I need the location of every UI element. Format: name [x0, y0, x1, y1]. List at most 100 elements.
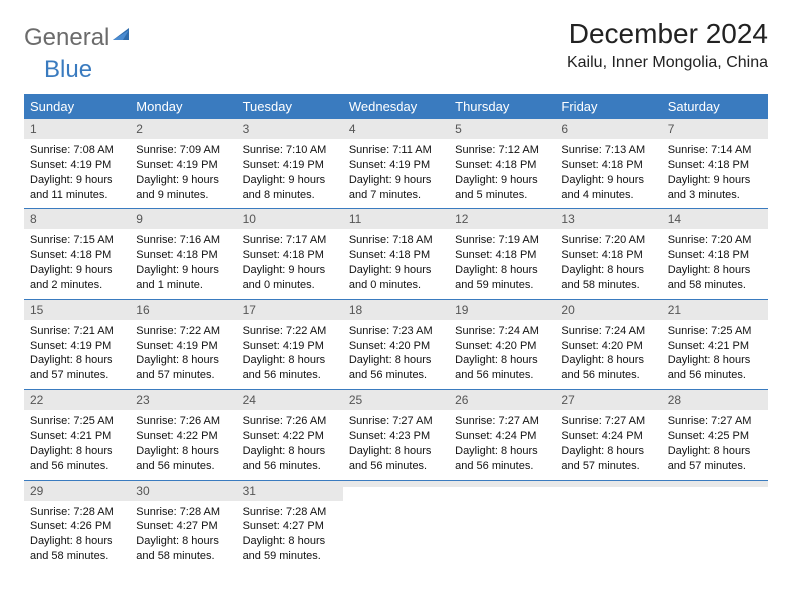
- day-number: 24: [237, 390, 343, 410]
- sunrise-line: Sunrise: 7:27 AM: [455, 414, 549, 429]
- day-cell: 7Sunrise: 7:14 AMSunset: 4:18 PMDaylight…: [662, 119, 768, 208]
- sunset-line: Sunset: 4:20 PM: [455, 339, 549, 354]
- day-cell: 4Sunrise: 7:11 AMSunset: 4:19 PMDaylight…: [343, 119, 449, 208]
- sunset-line: Sunset: 4:18 PM: [349, 248, 443, 263]
- day-number: 13: [555, 209, 661, 229]
- day-number: 3: [237, 119, 343, 139]
- day-content: Sunrise: 7:24 AMSunset: 4:20 PMDaylight:…: [555, 320, 661, 383]
- daylight-line: Daylight: 8 hours and 56 minutes.: [243, 444, 337, 474]
- day-cell: 6Sunrise: 7:13 AMSunset: 4:18 PMDaylight…: [555, 119, 661, 208]
- day-content: Sunrise: 7:28 AMSunset: 4:27 PMDaylight:…: [237, 501, 343, 564]
- sunset-line: Sunset: 4:24 PM: [455, 429, 549, 444]
- sunrise-line: Sunrise: 7:24 AM: [561, 324, 655, 339]
- weekday-col: Tuesday: [237, 94, 343, 119]
- week-row: 22Sunrise: 7:25 AMSunset: 4:21 PMDayligh…: [24, 390, 768, 480]
- daylight-line: Daylight: 8 hours and 56 minutes.: [455, 444, 549, 474]
- day-number: 2: [130, 119, 236, 139]
- day-cell: 19Sunrise: 7:24 AMSunset: 4:20 PMDayligh…: [449, 300, 555, 389]
- daylight-line: Daylight: 9 hours and 0 minutes.: [349, 263, 443, 293]
- weekday-col: Monday: [130, 94, 236, 119]
- day-cell: 15Sunrise: 7:21 AMSunset: 4:19 PMDayligh…: [24, 300, 130, 389]
- calendar-page: General December 2024 Kailu, Inner Mongo…: [0, 0, 792, 582]
- sunrise-line: Sunrise: 7:22 AM: [243, 324, 337, 339]
- sunset-line: Sunset: 4:20 PM: [561, 339, 655, 354]
- sunset-line: Sunset: 4:23 PM: [349, 429, 443, 444]
- day-number: 6: [555, 119, 661, 139]
- day-number: 29: [24, 481, 130, 501]
- sunrise-line: Sunrise: 7:23 AM: [349, 324, 443, 339]
- sunset-line: Sunset: 4:19 PM: [243, 339, 337, 354]
- day-cell: [555, 481, 661, 570]
- sunset-line: Sunset: 4:20 PM: [349, 339, 443, 354]
- day-cell: 5Sunrise: 7:12 AMSunset: 4:18 PMDaylight…: [449, 119, 555, 208]
- day-number: 17: [237, 300, 343, 320]
- day-content: Sunrise: 7:08 AMSunset: 4:19 PMDaylight:…: [24, 139, 130, 202]
- daylight-line: Daylight: 8 hours and 59 minutes.: [243, 534, 337, 564]
- logo-text-2: Blue: [24, 56, 92, 84]
- day-content: Sunrise: 7:09 AMSunset: 4:19 PMDaylight:…: [130, 139, 236, 202]
- day-content: Sunrise: 7:27 AMSunset: 4:24 PMDaylight:…: [555, 410, 661, 473]
- week-row: 29Sunrise: 7:28 AMSunset: 4:26 PMDayligh…: [24, 481, 768, 570]
- day-cell: [662, 481, 768, 570]
- day-number: 11: [343, 209, 449, 229]
- day-content: Sunrise: 7:16 AMSunset: 4:18 PMDaylight:…: [130, 229, 236, 292]
- daylight-line: Daylight: 9 hours and 3 minutes.: [668, 173, 762, 203]
- day-cell: 2Sunrise: 7:09 AMSunset: 4:19 PMDaylight…: [130, 119, 236, 208]
- day-cell: 29Sunrise: 7:28 AMSunset: 4:26 PMDayligh…: [24, 481, 130, 570]
- day-cell: 24Sunrise: 7:26 AMSunset: 4:22 PMDayligh…: [237, 390, 343, 479]
- day-cell: 26 Sunrise: 7:27 AMSunset: 4:24 PMDayligh…: [449, 390, 555, 479]
- day-cell: 20Sunrise: 7:24 AMSunset: 4:20 PMDayligh…: [555, 300, 661, 389]
- day-cell: 28Sunrise: 7:27 AMSunset: 4:25 PMDayligh…: [662, 390, 768, 479]
- sunset-line: Sunset: 4:19 PM: [30, 339, 124, 354]
- sunrise-line: Sunrise: 7:27 AM: [561, 414, 655, 429]
- month-title: December 2024: [567, 18, 768, 50]
- day-number: 16: [130, 300, 236, 320]
- day-number: 22: [24, 390, 130, 410]
- day-number: 20: [555, 300, 661, 320]
- sunset-line: Sunset: 4:27 PM: [243, 519, 337, 534]
- logo-text-1: General: [24, 24, 109, 52]
- sunset-line: Sunset: 4:24 PM: [561, 429, 655, 444]
- daylight-line: Daylight: 8 hours and 56 minutes.: [561, 353, 655, 383]
- day-number: 14: [662, 209, 768, 229]
- daylight-line: Daylight: 9 hours and 1 minute.: [136, 263, 230, 293]
- sunset-line: Sunset: 4:18 PM: [243, 248, 337, 263]
- day-cell: [449, 481, 555, 570]
- weekday-col: Wednesday: [343, 94, 449, 119]
- day-content: Sunrise: 7:25 AMSunset: 4:21 PMDaylight:…: [24, 410, 130, 473]
- day-cell: 9Sunrise: 7:16 AMSunset: 4:18 PMDaylight…: [130, 209, 236, 298]
- sunset-line: Sunset: 4:19 PM: [136, 339, 230, 354]
- sunrise-line: Sunrise: 7:14 AM: [668, 143, 762, 158]
- day-number: 28: [662, 390, 768, 410]
- sunrise-line: Sunrise: 7:21 AM: [30, 324, 124, 339]
- day-content: Sunrise: 7:19 AMSunset: 4:18 PMDaylight:…: [449, 229, 555, 292]
- day-number: 5: [449, 119, 555, 139]
- daylight-line: Daylight: 8 hours and 56 minutes.: [349, 444, 443, 474]
- day-content: Sunrise: 7:13 AMSunset: 4:18 PMDaylight:…: [555, 139, 661, 202]
- daylight-line: Daylight: 8 hours and 58 minutes.: [668, 263, 762, 293]
- day-content: Sunrise: 7:26 AMSunset: 4:22 PMDaylight:…: [237, 410, 343, 473]
- day-number: 18: [343, 300, 449, 320]
- week-row: 8Sunrise: 7:15 AMSunset: 4:18 PMDaylight…: [24, 209, 768, 299]
- sunrise-line: Sunrise: 7:28 AM: [136, 505, 230, 520]
- day-number: 26: [449, 390, 555, 410]
- day-cell: 30Sunrise: 7:28 AMSunset: 4:27 PMDayligh…: [130, 481, 236, 570]
- day-content: Sunrise: 7:15 AMSunset: 4:18 PMDaylight:…: [24, 229, 130, 292]
- sunset-line: Sunset: 4:27 PM: [136, 519, 230, 534]
- day-content: Sunrise: 7:20 AMSunset: 4:18 PMDaylight:…: [555, 229, 661, 292]
- daylight-line: Daylight: 8 hours and 58 minutes.: [136, 534, 230, 564]
- daylight-line: Daylight: 9 hours and 0 minutes.: [243, 263, 337, 293]
- daylight-line: Daylight: 8 hours and 56 minutes.: [668, 353, 762, 383]
- daylight-line: Daylight: 9 hours and 11 minutes.: [30, 173, 124, 203]
- week-row: 15Sunrise: 7:21 AMSunset: 4:19 PMDayligh…: [24, 300, 768, 390]
- daylight-line: Daylight: 8 hours and 57 minutes.: [136, 353, 230, 383]
- day-content: Sunrise: 7:26 AMSunset: 4:22 PMDaylight:…: [130, 410, 236, 473]
- sunrise-line: Sunrise: 7:08 AM: [30, 143, 124, 158]
- daylight-line: Daylight: 9 hours and 5 minutes.: [455, 173, 549, 203]
- daylight-line: Daylight: 9 hours and 4 minutes.: [561, 173, 655, 203]
- weekday-col: Saturday: [662, 94, 768, 119]
- day-cell: 1Sunrise: 7:08 AMSunset: 4:19 PMDaylight…: [24, 119, 130, 208]
- title-block: December 2024 Kailu, Inner Mongolia, Chi…: [567, 18, 768, 72]
- day-content: Sunrise: 7:22 AMSunset: 4:19 PMDaylight:…: [237, 320, 343, 383]
- day-content: Sunrise: 7:18 AMSunset: 4:18 PMDaylight:…: [343, 229, 449, 292]
